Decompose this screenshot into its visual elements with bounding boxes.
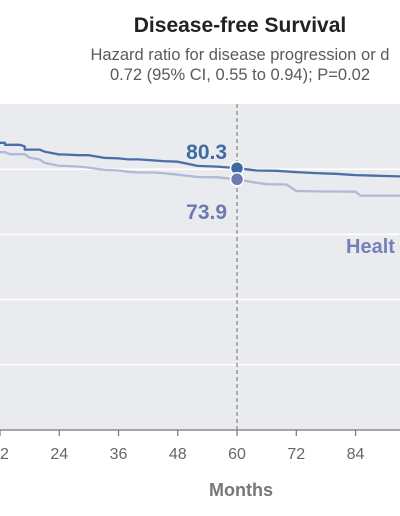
annotation-value-1: 80.3 xyxy=(186,141,227,164)
series-label: Healt xyxy=(346,236,395,258)
x-tick-label: 60 xyxy=(228,446,246,463)
series-line-2 xyxy=(0,151,400,197)
x-tick-label: 48 xyxy=(169,446,187,463)
series-line-1 xyxy=(0,141,400,178)
plot-background xyxy=(0,104,400,430)
x-axis-label: Months xyxy=(209,480,273,500)
x-tick-label: 84 xyxy=(347,446,365,463)
chart-subtitle-line-1: Hazard ratio for disease progression or … xyxy=(90,46,390,64)
marker-2 xyxy=(229,172,245,187)
x-tick-label: 24 xyxy=(50,446,68,463)
x-tick-label: 2 xyxy=(0,446,9,463)
annotation-value-2: 73.9 xyxy=(186,201,227,224)
chart-subtitle-line-2: 0.72 (95% CI, 0.55 to 0.94); P=0.02 xyxy=(109,66,371,84)
x-tick-label: 36 xyxy=(110,446,128,463)
chart-title: Disease-free Survival xyxy=(133,14,347,37)
x-tick-label: 72 xyxy=(287,446,305,463)
